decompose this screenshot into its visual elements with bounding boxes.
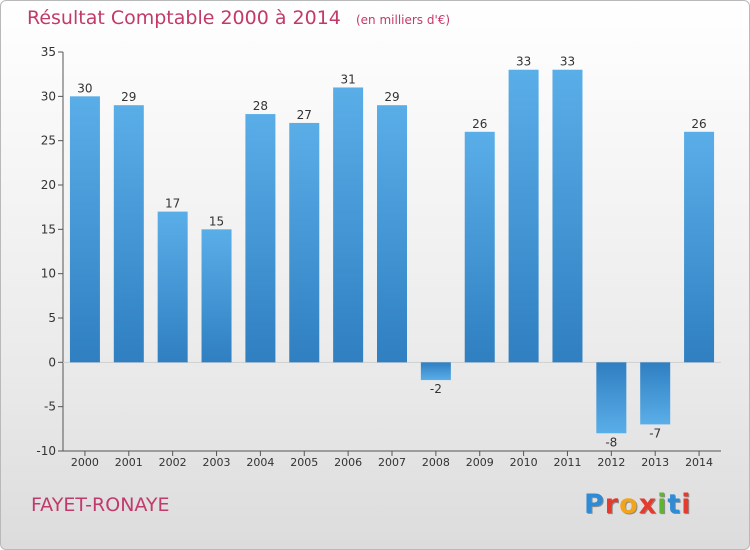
data-labels: 30 29 17 15 28 27 31 29 -2 26 33 33 -8 -7 26 <box>77 55 706 450</box>
y-tick-label: 15 <box>41 222 56 236</box>
proxiti-logo: Proxiti <box>584 489 692 520</box>
y-tick-label: 0 <box>48 355 56 369</box>
bar-2009 <box>464 131 495 363</box>
bar-2014 <box>684 131 715 363</box>
bar-2003 <box>201 229 232 363</box>
x-tick-label: 2010 <box>510 456 538 469</box>
data-label-2007: 29 <box>384 90 399 104</box>
x-tick-label: 2006 <box>334 456 362 469</box>
data-label-2008: -2 <box>430 382 442 396</box>
x-tick-label: 2011 <box>553 456 581 469</box>
logo-letter: r <box>604 489 620 520</box>
data-label-2000: 30 <box>77 81 92 95</box>
bar-2008 <box>420 362 451 381</box>
data-label-2006: 31 <box>340 72 355 86</box>
bar-2001 <box>113 105 144 363</box>
bar-2011 <box>552 69 583 363</box>
data-label-2003: 15 <box>209 214 224 228</box>
y-tick-label: -5 <box>44 400 56 414</box>
x-tick-label: 2001 <box>115 456 143 469</box>
x-tick-label: 2002 <box>159 456 187 469</box>
bar-2004 <box>245 114 276 363</box>
bar-2007 <box>377 105 407 363</box>
unit-text: (en milliers d'€) <box>355 13 451 27</box>
logo-letter: P <box>584 489 605 520</box>
logo-letter: i <box>681 489 692 520</box>
y-tick-label: 30 <box>41 89 56 103</box>
x-tick-label: 2013 <box>641 456 669 469</box>
y-tick-label: 20 <box>41 178 56 192</box>
data-label-2009: 26 <box>472 117 487 131</box>
x-tick-label: 2012 <box>597 456 625 469</box>
data-label-2011: 33 <box>560 55 575 69</box>
x-tick-label: 2008 <box>422 456 450 469</box>
data-label-2014: 26 <box>691 117 706 131</box>
bar-2012 <box>596 362 627 434</box>
bar-2005 <box>289 122 320 363</box>
data-label-2013: -7 <box>649 426 661 440</box>
x-tick-label: 2004 <box>246 456 274 469</box>
y-tick-label: 5 <box>48 311 56 325</box>
bar-2006 <box>333 87 364 363</box>
logo-letter: x <box>638 489 658 520</box>
chart-title: Résultat Comptable 2000 à 2014 (en milli… <box>27 7 450 29</box>
commune-name: FAYET-RONAYE <box>31 494 170 516</box>
bars <box>69 69 715 434</box>
title-text: Résultat Comptable 2000 à 2014 <box>27 7 341 29</box>
data-label-2005: 27 <box>297 108 312 122</box>
y-tick-label: 10 <box>41 267 56 281</box>
x-tick-label: 2009 <box>466 456 494 469</box>
x-tick-label: 2014 <box>685 456 713 469</box>
bar-2013 <box>640 362 671 425</box>
data-label-2001: 29 <box>121 90 136 104</box>
logo-letter: o <box>619 489 639 520</box>
y-tick-label: 35 <box>41 45 56 59</box>
bar-2010 <box>508 69 539 363</box>
logo-letter: i <box>657 489 668 520</box>
x-tick-label: 2003 <box>203 456 231 469</box>
data-label-2010: 33 <box>516 55 531 69</box>
y-tick-label: 25 <box>41 134 56 148</box>
x-tick-label: 2000 <box>71 456 99 469</box>
y-tick-label: -10 <box>36 444 56 458</box>
data-label-2004: 28 <box>253 99 268 113</box>
bar-2002 <box>157 211 188 363</box>
bar-2000 <box>69 96 100 363</box>
data-label-2002: 17 <box>165 197 180 211</box>
x-tick-label: 2007 <box>378 456 406 469</box>
data-label-2012: -8 <box>605 435 617 449</box>
logo-letter: t <box>667 489 682 520</box>
x-tick-label: 2005 <box>290 456 318 469</box>
